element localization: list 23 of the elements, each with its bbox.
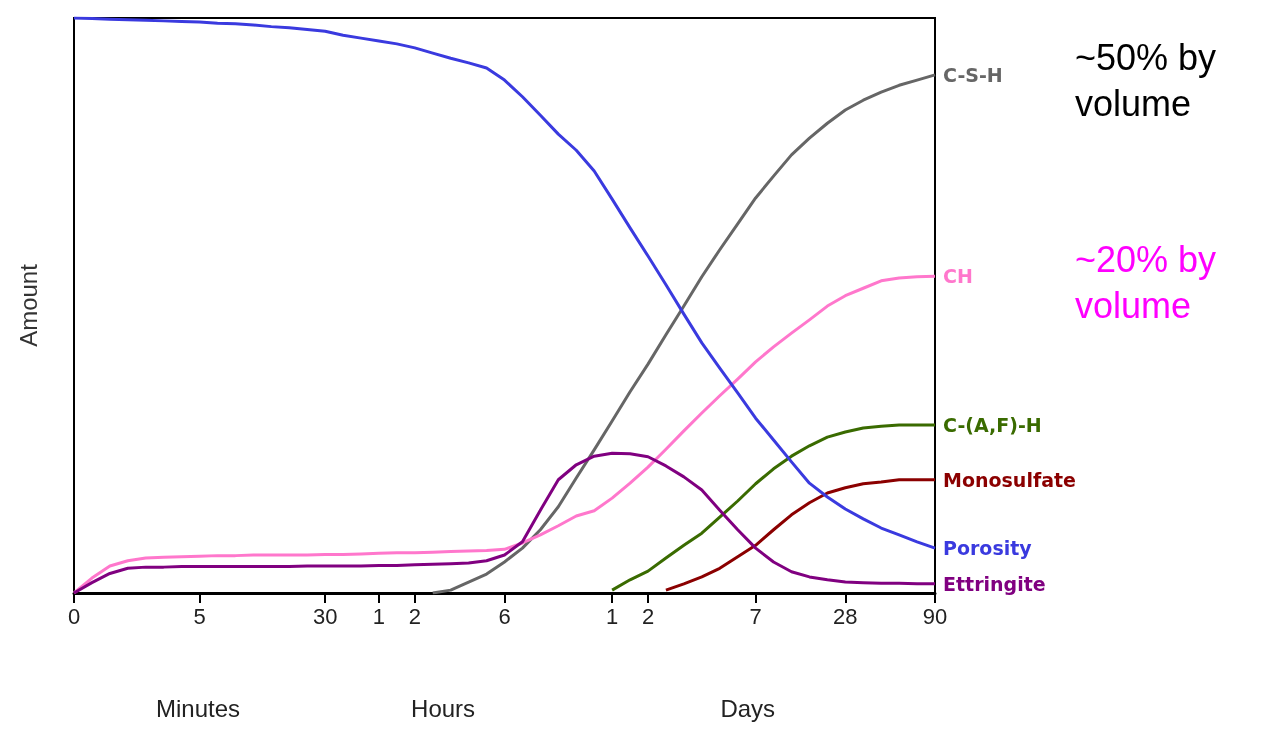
x-tick-label: 1	[606, 603, 619, 629]
text: ~50% by volume	[1075, 37, 1217, 125]
x-tick-label: 5	[193, 603, 206, 629]
series-label: Ettringite	[943, 572, 1046, 595]
x-tick-label: 30	[312, 603, 338, 629]
series-label: Porosity	[943, 537, 1033, 560]
series-label: Monosulfate	[943, 468, 1076, 491]
series-label: C-(A,F)-H	[943, 414, 1042, 437]
y-axis-title: Amount	[14, 263, 42, 347]
series-label: C-S-H	[943, 63, 1003, 86]
x-tick-label: 90	[922, 603, 948, 629]
x-tick-label: 2	[641, 603, 655, 629]
x-tick-label: 0	[67, 603, 81, 629]
x-tick-label: 7	[749, 603, 762, 629]
text: Hours	[411, 694, 476, 722]
x-tick-label: 28	[833, 603, 858, 629]
x-tick-label: 2	[408, 603, 421, 629]
text: ~20% by volume	[1075, 238, 1217, 326]
text: Days	[720, 694, 776, 722]
series-label: CH	[943, 265, 973, 288]
x-tick-label: 6	[498, 603, 511, 629]
x-tick-label: 1	[372, 603, 386, 629]
text: Minutes	[155, 694, 241, 722]
